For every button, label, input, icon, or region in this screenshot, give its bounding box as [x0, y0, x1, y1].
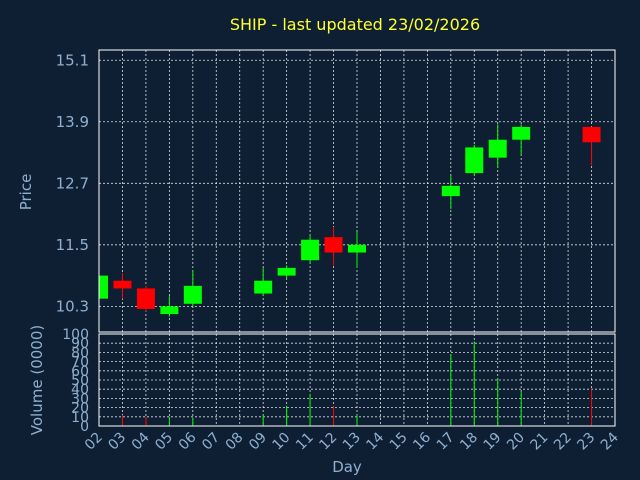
x-tick-label: 11: [293, 430, 317, 454]
x-tick-label: 08: [223, 430, 247, 454]
x-tick-label: 10: [270, 430, 294, 454]
x-tick-label: 03: [105, 430, 129, 454]
price-tick-label: 13.9: [56, 113, 89, 131]
candle-body: [113, 280, 132, 289]
x-tick-label: 14: [363, 429, 387, 453]
candle-body: [488, 139, 507, 158]
x-tick-label: 18: [457, 430, 481, 454]
x-tick-label: 13: [340, 430, 364, 454]
volume-panel-frame: [98, 333, 616, 427]
candle-body: [254, 280, 273, 294]
x-tick-label: 22: [551, 430, 575, 454]
x-tick-label: 06: [176, 429, 200, 453]
candle-body: [512, 126, 531, 140]
x-tick-label: 15: [387, 430, 411, 454]
candle-body: [324, 237, 343, 253]
x-tick-label: 21: [528, 430, 552, 454]
volume-tick-label: 80: [71, 345, 89, 361]
price-panel: 10.3 11.5 12.7 13.9 15.1: [56, 49, 616, 333]
volume-tick-label: 10: [71, 410, 89, 426]
x-tick-label: 12: [316, 430, 340, 454]
volume-tick-label: 50: [71, 373, 89, 389]
volume-tick-label: 40: [71, 382, 89, 398]
candle-body: [160, 306, 179, 315]
volume-tick-label: 90: [71, 336, 89, 352]
candle-body: [441, 185, 460, 197]
x-tick-label: 23: [574, 430, 598, 454]
volume-tick-label: 0: [80, 419, 89, 435]
volume-tick-label: 30: [71, 391, 89, 407]
x-tick-label: 04: [129, 429, 153, 453]
candle-body: [277, 267, 296, 276]
x-tick-label: 17: [434, 430, 458, 454]
x-tick-label: 20: [504, 430, 528, 454]
volume-tick-label: 70: [71, 355, 89, 371]
volume-axis-label: Volume (0000): [28, 325, 46, 435]
price-tick-label: 12.7: [56, 174, 89, 192]
candle-body: [465, 147, 484, 174]
price-tick-label: 10.3: [56, 297, 89, 315]
x-tick-label: 24: [598, 429, 622, 453]
candle-body: [136, 288, 155, 309]
price-tick-label: 11.5: [56, 236, 89, 254]
y-axis-label: Price: [17, 174, 35, 211]
candle-body: [183, 285, 202, 304]
candle-body: [582, 126, 601, 143]
candle-body: [301, 239, 320, 261]
chart-title: SHIP - last updated 23/02/2026: [230, 15, 480, 34]
volume-tick-label: 100: [62, 327, 89, 343]
candle-body: [348, 244, 366, 253]
price-panel-frame: [98, 49, 616, 333]
x-tick-label: 07: [199, 430, 223, 454]
x-axis-label: Day: [332, 458, 362, 476]
candle-body: [99, 275, 108, 299]
x-tick-label: 19: [481, 430, 505, 454]
x-tick-label: 16: [410, 429, 434, 453]
x-tick-label: 09: [246, 430, 270, 454]
price-tick-label: 15.1: [56, 51, 89, 69]
x-tick-label: 05: [152, 430, 176, 454]
volume-tick-label: 60: [71, 364, 89, 380]
volume-tick-label: 20: [71, 401, 89, 417]
